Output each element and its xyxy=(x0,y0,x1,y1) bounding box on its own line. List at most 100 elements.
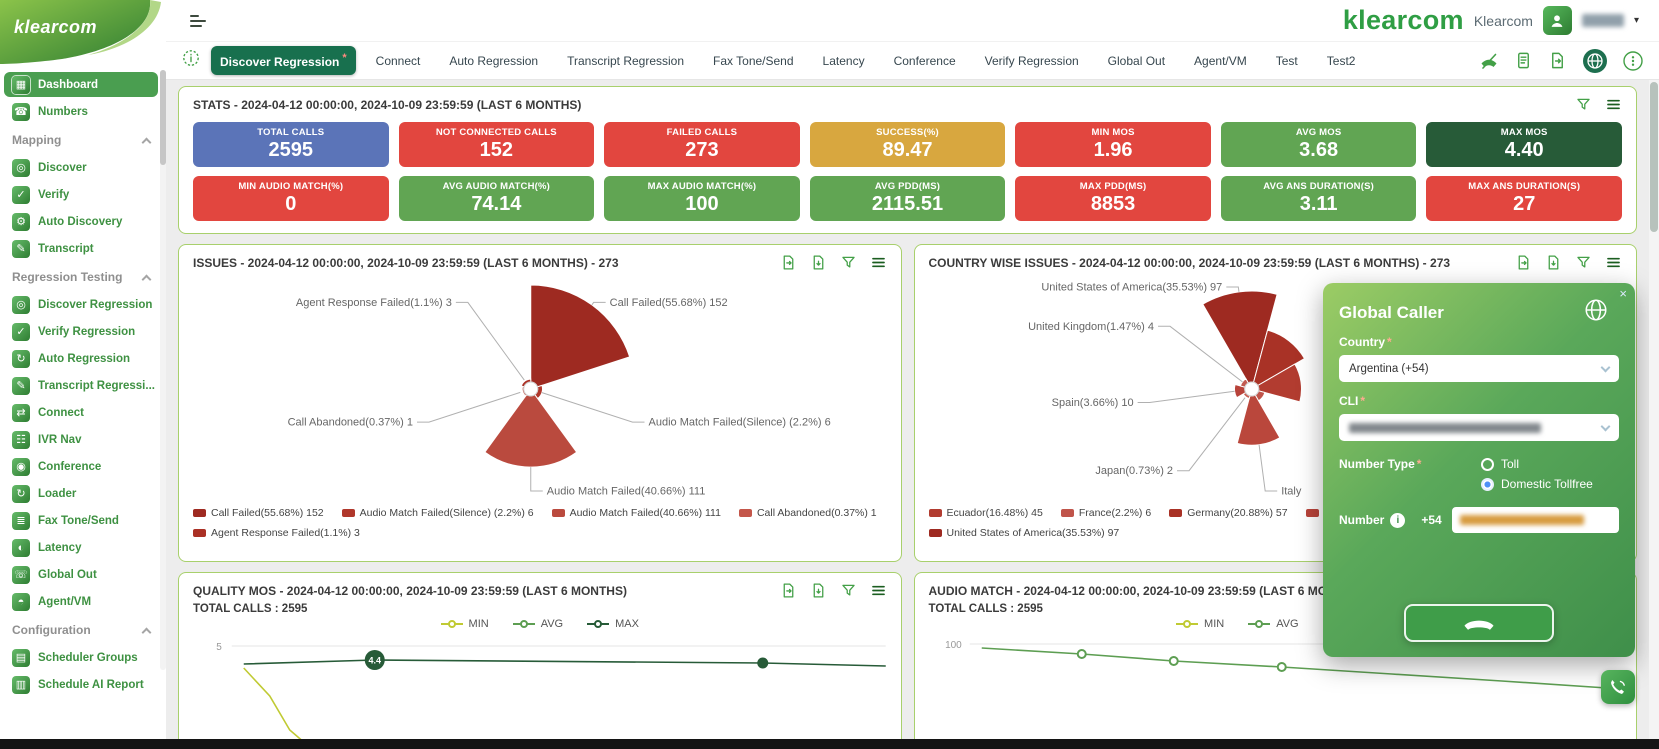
sidebar-item-auto-regression[interactable]: ↻ Auto Regression xyxy=(4,346,158,371)
sidebar-item-agent-vm[interactable]: ◓ Agent/VM xyxy=(4,589,158,614)
sidebar-item-latency[interactable]: ◐ Latency xyxy=(4,535,158,560)
stat-card-total-calls[interactable]: TOTAL CALLS 2595 xyxy=(193,122,389,167)
number-input[interactable] xyxy=(1451,507,1619,533)
radio-option-domestic-tollfree[interactable]: Domestic Tollfree xyxy=(1481,477,1619,491)
stat-card-failed-calls[interactable]: FAILED CALLS 273 xyxy=(604,122,800,167)
country-select[interactable]: Argentina (+54) xyxy=(1339,355,1619,382)
filter-icon[interactable] xyxy=(840,254,857,271)
tab-transcript-regression[interactable]: Transcript Regression xyxy=(567,53,685,68)
legend-item-min[interactable]: MIN xyxy=(440,618,489,630)
legend-item-united-states-of-america-35-53-97[interactable]: United States of America(35.53%) 97 xyxy=(928,527,1119,539)
download-report-icon[interactable] xyxy=(810,254,827,271)
call-button[interactable] xyxy=(1404,604,1554,642)
tab-latency[interactable]: Latency xyxy=(822,53,865,68)
filter-icon[interactable] xyxy=(840,582,857,599)
tab-test[interactable]: Test xyxy=(1275,53,1298,68)
download-report-icon[interactable] xyxy=(810,582,827,599)
stat-card-success[interactable]: SUCCESS(%) 89.47 xyxy=(809,122,1006,167)
tab-global-out[interactable]: Global Out xyxy=(1107,53,1166,68)
sidebar-item-discover[interactable]: ◎ Discover xyxy=(4,155,158,180)
tab-agent-vm[interactable]: Agent/VM xyxy=(1194,53,1247,68)
legend-item-audio-match-failed-silence-2-2-6[interactable]: Audio Match Failed(Silence) (2.2%) 6 xyxy=(341,507,534,519)
export-report-icon[interactable] xyxy=(780,582,797,599)
tab-discover-regression[interactable]: Discover Regression * xyxy=(211,46,356,75)
sidebar-item-verify[interactable]: ✓ Verify xyxy=(4,182,158,207)
data-point[interactable] xyxy=(757,657,769,669)
main-scrollbar-thumb[interactable] xyxy=(1650,82,1658,232)
tab-connect[interactable]: Connect xyxy=(375,53,421,68)
legend-item-germany-20-88-57[interactable]: Germany(20.88%) 57 xyxy=(1169,507,1288,519)
sidebar-item-loader[interactable]: ↻ Loader xyxy=(4,481,158,506)
legend-item-avg[interactable]: AVG xyxy=(1248,618,1299,630)
sidebar-item-discover-regression[interactable]: ◎ Discover Regression xyxy=(4,292,158,317)
export-report-icon[interactable] xyxy=(780,254,797,271)
sidebar-item-auto-discovery[interactable]: ⚙ Auto Discovery xyxy=(4,209,158,234)
sidebar-group-regression-testing[interactable]: Regression Testing xyxy=(0,264,166,290)
info-icon[interactable] xyxy=(182,49,200,72)
export-report-icon[interactable] xyxy=(1515,254,1532,271)
slice-audio-match-failed[interactable] xyxy=(484,393,578,468)
sidebar-item-fax-tone-send[interactable]: ≣ Fax Tone/Send xyxy=(4,508,158,533)
menu-icon[interactable] xyxy=(870,254,887,271)
stat-card-min-audio-match[interactable]: MIN AUDIO MATCH(%) 0 xyxy=(193,176,389,221)
main-scrollbar[interactable] xyxy=(1649,80,1659,739)
data-point[interactable] xyxy=(1276,662,1287,672)
legend-item-audio-match-failed-40-66-111[interactable]: Audio Match Failed(40.66%) 111 xyxy=(551,507,721,519)
close-icon[interactable]: × xyxy=(1619,286,1627,301)
more-options-icon[interactable] xyxy=(1623,50,1643,71)
legend-item-avg[interactable]: AVG xyxy=(512,618,563,630)
tab-verify-regression[interactable]: Verify Regression xyxy=(984,53,1079,68)
menu-toggle-icon[interactable] xyxy=(190,12,206,30)
export-document-icon[interactable] xyxy=(1548,51,1567,70)
data-point[interactable] xyxy=(1076,649,1087,659)
sidebar-item-schedule-ai-report[interactable]: ▥ Schedule AI Report xyxy=(4,672,158,697)
sidebar-item-numbers[interactable]: ☎ Numbers xyxy=(4,99,158,124)
stat-card-max-ans-duration-s[interactable]: MAX ANS DURATION(S) 27 xyxy=(1426,176,1622,221)
sidebar-item-verify-regression[interactable]: ✓ Verify Regression xyxy=(4,319,158,344)
user-name-redacted[interactable] xyxy=(1581,14,1624,27)
stat-card-min-mos[interactable]: MIN MOS 1.96 xyxy=(1015,122,1211,167)
sidebar-scrollbar[interactable] xyxy=(160,70,166,670)
filter-icon[interactable] xyxy=(1575,254,1592,271)
stat-card-not-connected-calls[interactable]: NOT CONNECTED CALLS 152 xyxy=(398,122,595,167)
sidebar-item-transcript[interactable]: ✎ Transcript xyxy=(4,236,158,261)
user-avatar[interactable] xyxy=(1542,6,1572,35)
tab-auto-regression[interactable]: Auto Regression xyxy=(449,53,539,68)
legend-item-call-failed-55-68-152[interactable]: Call Failed(55.68%) 152 xyxy=(193,507,324,519)
stat-card-avg-audio-match[interactable]: AVG AUDIO MATCH(%) 74.14 xyxy=(398,176,595,221)
floating-dialer-button[interactable] xyxy=(1601,670,1635,704)
legend-item-call-abandoned-0-37-1[interactable]: Call Abandoned(0.37%) 1 xyxy=(738,507,877,519)
data-point[interactable] xyxy=(1168,656,1179,666)
stat-card-avg-mos[interactable]: AVG MOS 3.68 xyxy=(1220,122,1417,167)
stat-card-max-pdd-ms[interactable]: MAX PDD(MS) 8853 xyxy=(1015,176,1211,221)
stat-card-max-audio-match[interactable]: MAX AUDIO MATCH(%) 100 xyxy=(604,176,800,221)
stat-card-avg-ans-duration-s[interactable]: AVG ANS DURATION(S) 3.11 xyxy=(1220,176,1417,221)
sidebar-item-transcript-regressi[interactable]: ✎ Transcript Regressi... xyxy=(4,373,158,398)
tab-test2[interactable]: Test2 xyxy=(1326,53,1356,68)
legend-item-france-2-2-6[interactable]: France(2.2%) 6 xyxy=(1060,507,1151,519)
stat-card-avg-pdd-ms[interactable]: AVG PDD(MS) 2115.51 xyxy=(809,176,1006,221)
sidebar-item-global-out[interactable]: ☏ Global Out xyxy=(4,562,158,587)
legend-item-max[interactable]: MAX xyxy=(587,618,639,630)
sidebar-item-scheduler-groups[interactable]: ▤ Scheduler Groups xyxy=(4,645,158,670)
sidebar-item-connect[interactable]: ⇄ Connect xyxy=(4,400,158,425)
tab-conference[interactable]: Conference xyxy=(893,53,956,68)
stat-card-max-mos[interactable]: MAX MOS 4.40 xyxy=(1426,122,1622,167)
labeled-data-point[interactable] xyxy=(364,650,385,670)
legend-item-min[interactable]: MIN xyxy=(1176,618,1224,630)
cli-select[interactable] xyxy=(1339,414,1619,441)
menu-icon[interactable] xyxy=(870,582,887,599)
download-report-icon[interactable] xyxy=(1545,254,1562,271)
menu-icon[interactable] xyxy=(1605,96,1622,113)
tab-fax-tone-send[interactable]: Fax Tone/Send xyxy=(713,53,794,68)
radio-option-toll[interactable]: Toll xyxy=(1481,457,1619,471)
info-icon[interactable]: i xyxy=(1390,512,1406,528)
filter-icon[interactable] xyxy=(1575,96,1592,113)
chevron-down-icon[interactable]: ▾ xyxy=(1633,15,1639,26)
sidebar-item-ivr-nav[interactable]: ☷ IVR Nav xyxy=(4,427,158,452)
legend-item-ecuador-16-48-45[interactable]: Ecuador(16.48%) 45 xyxy=(928,507,1043,519)
globe-icon[interactable] xyxy=(1583,297,1609,323)
sidebar-item-conference[interactable]: ◉ Conference xyxy=(4,454,158,479)
sidebar-item-dashboard[interactable]: ▦ Dashboard xyxy=(4,72,158,97)
disconnect-all-calls-icon[interactable] xyxy=(1479,51,1499,71)
